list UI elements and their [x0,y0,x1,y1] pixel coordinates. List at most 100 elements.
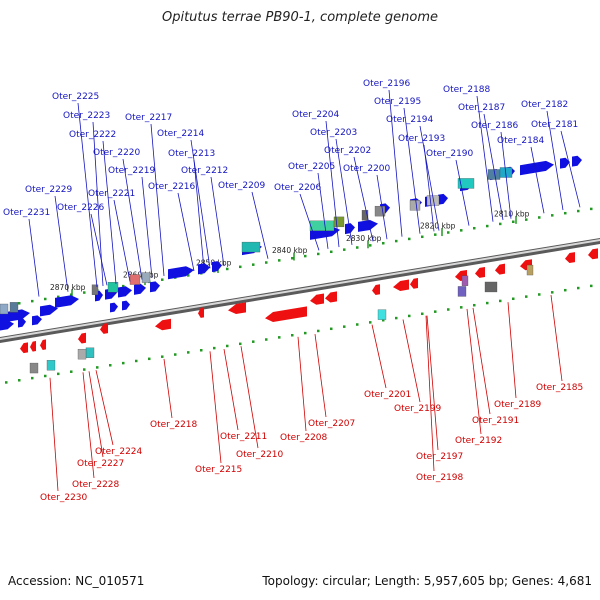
top-leader-line [335,138,353,245]
top-gene-label: Oter_2186 [471,121,519,131]
top-leader-line [141,176,153,278]
reverse-gene-4 [100,323,108,334]
top-gene-label: Oter_2181 [531,120,578,130]
top-gene-label: Oter_2206 [274,183,322,193]
bottom-gene-label: Oter_2207 [308,419,355,429]
top-leader-line [419,125,440,231]
feature-block-19 [46,360,56,371]
ruler-dot-upper [239,265,242,269]
ruler-dot-lower [265,338,268,341]
ruler-dot-lower [538,293,541,296]
top-leader-line [455,159,470,226]
top-leader-line [423,144,435,232]
bottom-gene-label: Oter_2215 [195,465,242,475]
top-leader-line [299,193,320,251]
top-leader-line [190,139,211,269]
ruler-dot-upper [187,274,190,277]
forward-gene-10 [212,261,222,273]
feature-block-20 [377,309,387,320]
bottom-leader-line [466,308,482,435]
ruler-dot-lower [122,361,125,365]
top-leader-line [251,191,269,259]
top-leader-line [388,89,403,237]
top-gene-label: Oter_2203 [310,128,357,138]
forward-gene-23 [560,157,570,169]
feature-block-5 [141,272,151,283]
forward-gene-8 [168,266,194,280]
top-gene-label: Oter_2202 [324,146,371,156]
top-gene-label: Oter_2231 [3,208,50,218]
bottom-leader-line [550,295,563,382]
ruler-dot-lower [5,381,8,384]
top-gene-label: Oter_2182 [521,100,568,110]
forward-gene-1 [40,304,58,317]
feature-block-8 [333,216,345,228]
feature-block-9 [361,210,369,221]
feature-block-16 [85,347,95,358]
forward-gene-b0 [0,320,14,331]
ruler-label: 2820 kbp [420,222,456,231]
ruler-dot-upper [291,256,294,260]
reverse-gene-16 [495,263,505,275]
ruler-dot-lower [486,301,489,305]
top-leader-line [317,172,329,249]
reverse-gene-3 [78,332,86,344]
reverse-gene-7 [228,302,246,315]
reverse-gene-15 [475,266,485,278]
top-gene-label: Oter_2184 [497,136,545,146]
ruler-dot-upper [551,214,554,217]
ruler-dot-upper [447,231,450,234]
feature-block-17 [77,348,87,360]
feature-block-10 [374,205,386,217]
ruler-label: 2810 kbp [494,209,530,218]
ruler-dot-upper [18,302,21,305]
genome-summary-text: Topology: circular; Length: 5,957,605 bp… [262,574,592,588]
ruler-dot-lower [83,368,86,371]
top-gene-label: Oter_2196 [363,79,411,89]
top-gene-label: Oter_2217 [125,113,172,123]
reverse-gene-6 [198,307,204,318]
top-gene-label: Oter_2225 [52,92,99,102]
top-leader-line [90,213,108,286]
bottom-gene-label: Oter_2201 [364,390,411,400]
ruler-dot-upper [343,248,346,251]
ruler-dot-upper [317,252,320,256]
ruler-dot-upper [369,244,372,247]
bottom-leader-line [297,336,307,432]
bottom-leader-line [49,377,59,492]
top-leader-line [54,195,69,292]
reverse-gene-11 [372,284,380,296]
ruler-dot-upper [473,226,476,230]
reverse-gene-8 [265,306,307,322]
ruler-label: 2860 kbp [123,271,159,280]
top-gene-label: Oter_2187 [458,103,505,113]
top-gene-label: Oter_2226 [57,203,105,213]
feature-block-0 [0,303,9,315]
top-leader-line [150,123,165,276]
ruler-dot-lower [460,306,463,309]
ruler-dot-upper [278,259,281,262]
top-leader-line [77,102,98,288]
top-leader-line [560,130,581,208]
genome-title: Opitutus terrae PB90-1, complete genome [161,10,439,25]
ruler-dot-lower [551,291,554,294]
bottom-gene-label: Oter_2224 [95,447,143,457]
ruler-dot-lower [512,297,515,301]
ruler-dot-upper [460,229,463,232]
ruler-dot-lower [44,374,47,378]
feature-block-11 [409,200,421,211]
ruler-dot-upper [538,216,541,219]
top-gene-label: Oter_2209 [218,181,266,191]
bottom-leader-line [223,348,239,431]
feature-block-13 [457,178,475,189]
top-gene-label: Oter_2216 [148,182,196,192]
ruler-dot-upper [486,224,489,228]
top-leader-line [500,131,512,219]
top-gene-label: Oter_2200 [343,164,391,174]
top-leader-line [102,140,117,284]
bottom-leader-line [402,319,421,403]
forward-gene-7 [150,281,160,293]
ruler-dot-upper [83,291,86,294]
reverse-gene-5 [155,318,171,331]
